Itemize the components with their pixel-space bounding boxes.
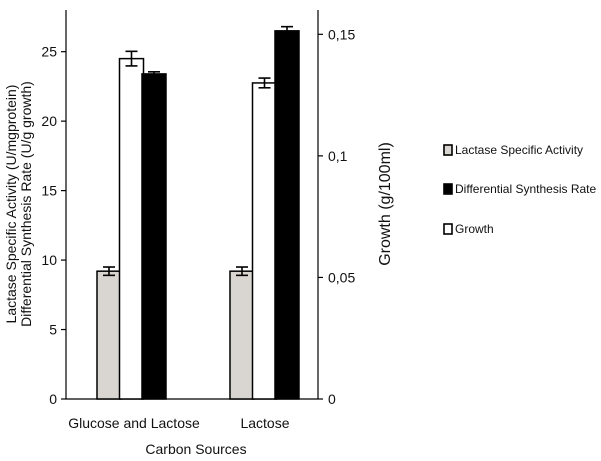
legend-label: Lactase Specific Activity — [455, 143, 583, 157]
legend-label: Growth — [455, 222, 494, 236]
right-y-tick-label: 0,15 — [328, 26, 355, 42]
x-axis-category-labels: Glucose and Lactose Lactose — [68, 415, 289, 431]
legend-swatch — [443, 144, 453, 156]
right-y-tick-label: 0,1 — [328, 148, 348, 164]
legend-label: Differential Synthesis Rate — [455, 182, 597, 196]
left-y-tick-label: 10 — [41, 252, 57, 268]
bar — [118, 57, 145, 400]
legend-swatch — [443, 223, 453, 235]
left-y-tick-label: 25 — [41, 44, 57, 60]
legend-swatch — [443, 183, 453, 195]
right-y-axis-ticks: 0 0,05 0,1 0,15 — [318, 26, 355, 407]
bar — [96, 270, 122, 400]
bar — [141, 73, 167, 400]
right-y-tick-label: 0,05 — [328, 269, 355, 285]
x-category-label: Glucose and Lactose — [68, 415, 200, 431]
left-y-axis-title-line1: Lactase Specific Activity (U/mgprotein) — [3, 85, 19, 324]
legend: Lactase Specific Activity Differential Sy… — [443, 143, 597, 236]
right-y-tick-label: 0 — [328, 391, 336, 407]
right-y-axis-title: Growth (g/100ml) — [377, 142, 394, 266]
bars — [96, 25, 300, 400]
left-y-tick-label: 15 — [41, 183, 57, 199]
left-y-tick-label: 0 — [49, 391, 57, 407]
left-y-axis-ticks: 0 5 10 15 20 25 — [41, 44, 66, 407]
x-category-label: Lactose — [240, 415, 289, 431]
bar — [251, 82, 278, 400]
left-y-tick-label: 5 — [49, 322, 57, 338]
bar — [274, 30, 300, 400]
left-y-tick-label: 20 — [41, 113, 57, 129]
left-y-axis-title-line2: Differential Synthesis Rate (U/g growth) — [18, 81, 34, 327]
x-axis-title: Carbon Sources — [145, 441, 246, 457]
bar — [229, 270, 255, 400]
